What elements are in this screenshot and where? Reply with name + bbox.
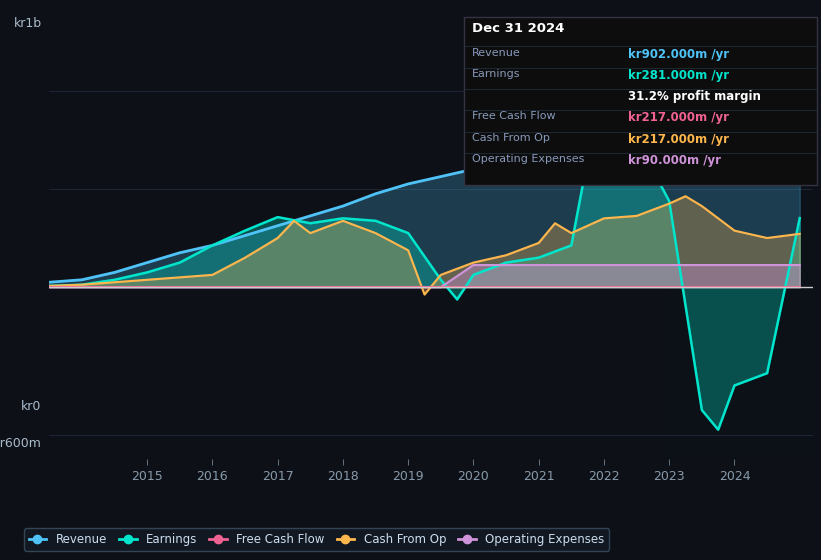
Text: Earnings: Earnings: [472, 69, 521, 79]
Text: kr0: kr0: [21, 400, 42, 413]
Text: kr217.000m /yr: kr217.000m /yr: [628, 111, 729, 124]
Text: kr1b: kr1b: [13, 17, 42, 30]
Text: -kr600m: -kr600m: [0, 437, 42, 450]
Text: kr902.000m /yr: kr902.000m /yr: [628, 48, 729, 60]
Text: Revenue: Revenue: [472, 48, 521, 58]
Legend: Revenue, Earnings, Free Cash Flow, Cash From Op, Operating Expenses: Revenue, Earnings, Free Cash Flow, Cash …: [24, 528, 609, 550]
Text: kr217.000m /yr: kr217.000m /yr: [628, 133, 729, 146]
Text: Free Cash Flow: Free Cash Flow: [472, 111, 556, 122]
Text: Dec 31 2024: Dec 31 2024: [472, 22, 565, 35]
Text: kr90.000m /yr: kr90.000m /yr: [628, 154, 721, 167]
Text: Operating Expenses: Operating Expenses: [472, 154, 585, 164]
Text: Cash From Op: Cash From Op: [472, 133, 550, 143]
Bar: [669, 17, 813, 459]
Text: kr281.000m /yr: kr281.000m /yr: [628, 69, 729, 82]
Text: 31.2% profit margin: 31.2% profit margin: [628, 90, 761, 103]
